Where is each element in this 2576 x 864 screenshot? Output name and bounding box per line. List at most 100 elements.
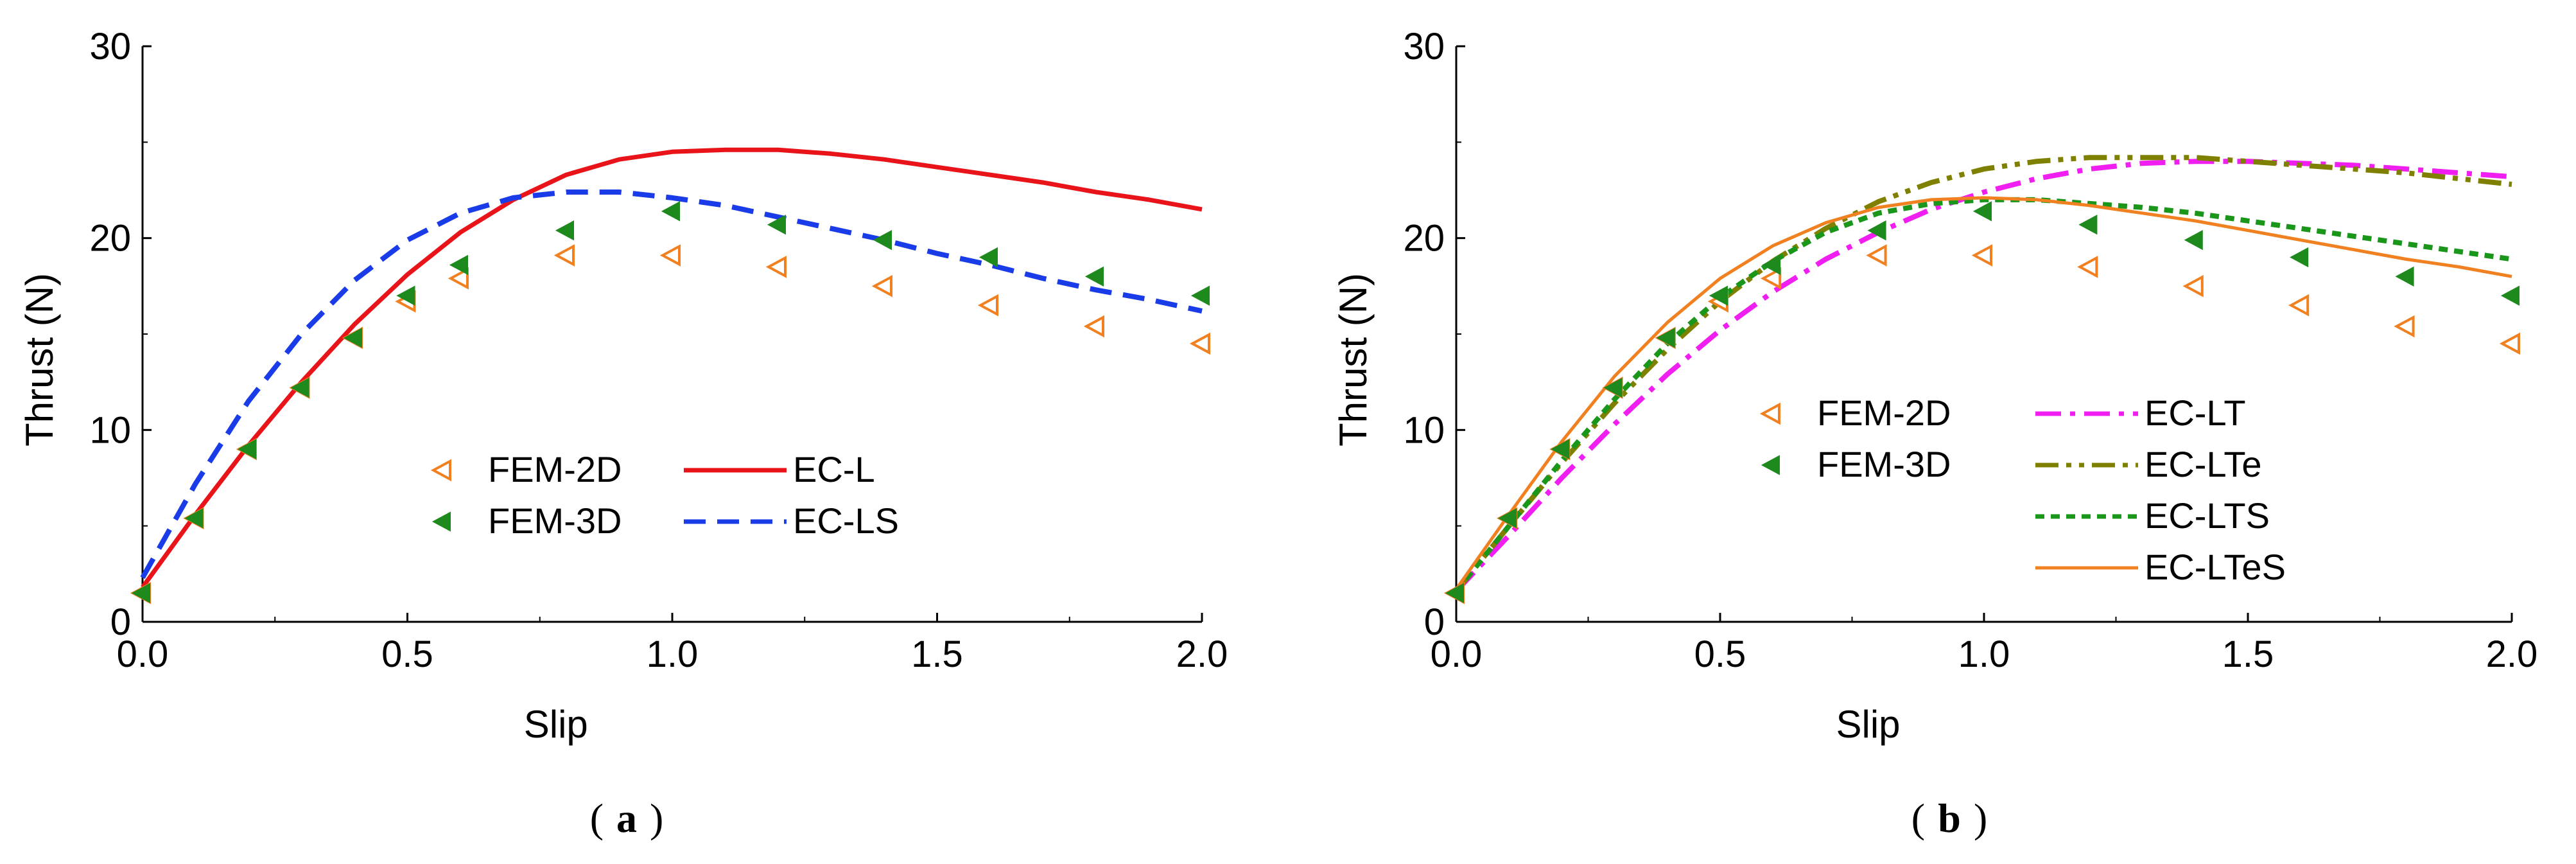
x-tick-label: 0.0 [1431, 633, 1483, 675]
series-line-ec-lte [1454, 155, 2512, 593]
legend-label: FEM-2D [488, 449, 622, 489]
marker-fem-3d [1762, 254, 1781, 276]
panel-b-letter: b [1938, 795, 1961, 841]
legend-label: EC-LS [793, 500, 899, 541]
series-line-ec-l [141, 147, 1203, 589]
svg-text:(: ( [1911, 795, 1925, 841]
marker-fem-3d [449, 254, 468, 276]
marker-fem-3d [2500, 285, 2519, 306]
y-tick-label: 30 [1403, 26, 1445, 67]
marker-fem-2d [2394, 315, 2415, 338]
y-tick-label: 20 [89, 218, 131, 260]
marker-fem-3d [555, 220, 574, 241]
marker-fem-2d [2182, 274, 2204, 297]
panel-a-letter: a [616, 795, 637, 841]
marker-fem-3d [1603, 377, 1623, 398]
marker-fem-2d [2077, 256, 2098, 278]
y-tick-label: 10 [89, 409, 131, 451]
marker-fem-3d [2184, 229, 2203, 251]
y-tick-label: 10 [1403, 409, 1445, 451]
panel-a-plot: 0.0 0.5 1.0 1.5 2.0 0 10 20 30 Slip Thrust (N) FEM-… [18, 26, 1228, 746]
marker-fem-3d [1656, 328, 1675, 348]
marker-fem-3d [1867, 220, 1886, 241]
marker-fem-3d [1190, 285, 1210, 306]
y-tick-label: 20 [1403, 218, 1445, 260]
marker-fem-2d [659, 244, 681, 267]
legend-marker [430, 459, 451, 482]
marker-fem-3d [237, 439, 256, 459]
marker-fem-2d [553, 244, 575, 267]
legend-item-ec-lt: EC-LT [2035, 392, 2246, 433]
legend-item-fem-3d: FEM-3D [1761, 444, 1951, 484]
x-tick-label: 1.0 [1958, 633, 2010, 675]
x-axis-label: Slip [1836, 703, 1900, 746]
y-axis-label: Thrust (N) [18, 273, 61, 446]
x-tick-label: 2.0 [1176, 633, 1228, 675]
legend-marker [431, 511, 451, 532]
marker-fem-3d [396, 285, 415, 306]
marker-fem-2d [871, 274, 892, 297]
y-tick-label: 30 [89, 26, 131, 67]
panel-a-caption: ( a ) [590, 795, 664, 841]
marker-fem-3d [979, 247, 998, 268]
y-axis-label: Thrust (N) [1332, 273, 1375, 446]
marker-fem-3d [2290, 247, 2309, 268]
marker-fem-3d [290, 377, 309, 398]
legend-item-ec-lts: EC-LTS [2035, 495, 2270, 536]
legend-item-ec-l: EC-L [684, 449, 875, 489]
x-tick-label: 0.5 [381, 633, 433, 675]
marker-fem-3d [767, 215, 786, 235]
legend-item-fem-3d: FEM-3D [431, 500, 622, 541]
marker-fem-3d [131, 583, 150, 603]
legend-label: EC-LTeS [2145, 547, 2286, 587]
svg-text:(: ( [590, 795, 604, 841]
marker-fem-3d [1445, 583, 1464, 603]
svg-text:): ) [1974, 795, 1987, 841]
legend-label: EC-L [793, 449, 875, 489]
legend-marker [1759, 402, 1780, 425]
legend-label: FEM-3D [1817, 444, 1951, 484]
marker-fem-2d [2288, 294, 2310, 317]
svg-text:): ) [650, 795, 663, 841]
x-tick-label: 1.5 [911, 633, 963, 675]
marker-fem-3d [2078, 215, 2098, 235]
marker-fem-2d [765, 256, 787, 278]
marker-fem-2d [2499, 332, 2520, 355]
legend-item-ec-lte: EC-LTe [2035, 444, 2262, 484]
x-axis-label: Slip [524, 703, 588, 746]
x-tick-label: 1.0 [647, 633, 699, 675]
series-line-ec-ls [140, 190, 1203, 579]
marker-fem-2d [1760, 267, 1782, 290]
marker-fem-3d [1551, 439, 1570, 459]
series-line-ec-ltes [1454, 196, 2512, 590]
marker-fem-2d [448, 267, 469, 290]
marker-fem-3d [2395, 266, 2414, 287]
panel-b-caption: ( b ) [1911, 795, 1988, 841]
marker-fem-3d [184, 508, 204, 529]
marker-fem-2d [1971, 244, 1992, 267]
series-line-ec-lts [1454, 197, 2512, 593]
x-tick-label: 0.0 [117, 633, 169, 675]
legend-marker [1761, 455, 1780, 475]
x-tick-label: 1.5 [2222, 633, 2274, 675]
marker-fem-2d [1189, 332, 1210, 355]
marker-fem-2d [1083, 315, 1104, 338]
panel-b-plot: 0.0 0.5 1.0 1.5 2.0 0 10 20 30 Slip Thrust (N) FEM-… [1332, 26, 2537, 746]
legend-item-ec-ltes: EC-LTeS [2035, 547, 2286, 587]
legend-label: EC-LTS [2145, 495, 2270, 536]
legend-item-fem-2d: FEM-2D [430, 449, 622, 489]
marker-fem-3d [1498, 508, 1517, 529]
y-tick-label: 0 [1424, 601, 1445, 643]
legend-item-ec-ls: EC-LS [684, 500, 899, 541]
x-tick-label: 2.0 [2486, 633, 2538, 675]
legend-label: EC-LTe [2145, 444, 2262, 484]
legend-label: FEM-3D [488, 500, 622, 541]
marker-fem-2d [977, 294, 998, 317]
marker-fem-3d [1972, 201, 1992, 222]
legend-item-fem-2d: FEM-2D [1759, 392, 1951, 433]
marker-fem-3d [873, 229, 892, 251]
legend-label: FEM-2D [1817, 392, 1951, 433]
x-tick-label: 0.5 [1694, 633, 1746, 675]
marker-fem-3d [343, 328, 362, 348]
